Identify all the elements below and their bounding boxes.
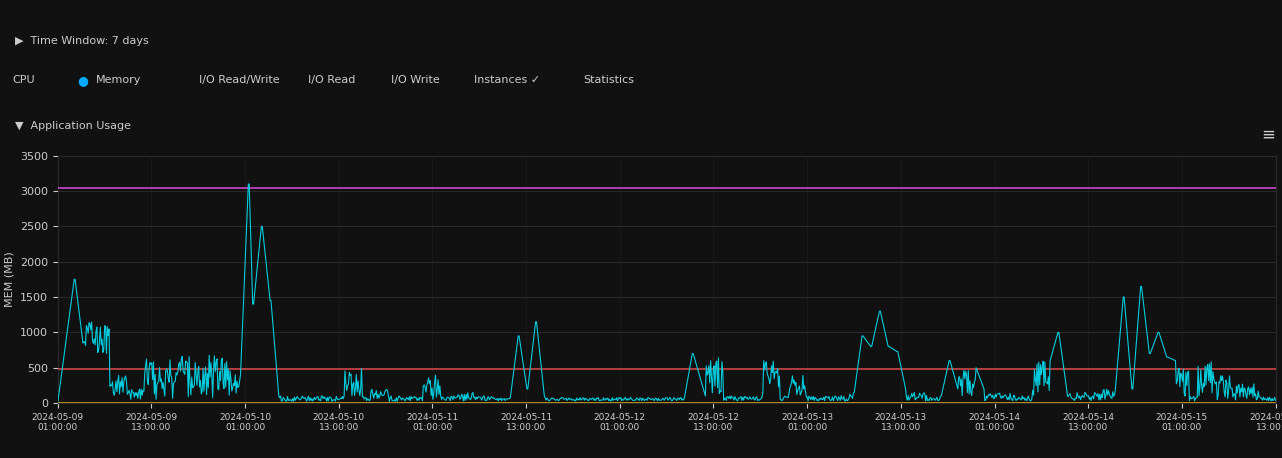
- Text: ▶  Time Window: 7 days: ▶ Time Window: 7 days: [15, 36, 149, 46]
- Text: CPU: CPU: [13, 75, 36, 85]
- Text: Memory: Memory: [96, 75, 141, 85]
- Text: ≡: ≡: [1261, 125, 1276, 143]
- Text: ●: ●: [77, 74, 87, 87]
- Text: ▼  Application Usage: ▼ Application Usage: [15, 121, 131, 131]
- Text: I/O Read: I/O Read: [308, 75, 355, 85]
- Text: I/O Write: I/O Write: [391, 75, 440, 85]
- Text: Statistics: Statistics: [583, 75, 635, 85]
- Y-axis label: MEM (MB): MEM (MB): [4, 251, 14, 307]
- Text: I/O Read/Write: I/O Read/Write: [199, 75, 279, 85]
- Text: Instances ✓: Instances ✓: [474, 75, 541, 85]
